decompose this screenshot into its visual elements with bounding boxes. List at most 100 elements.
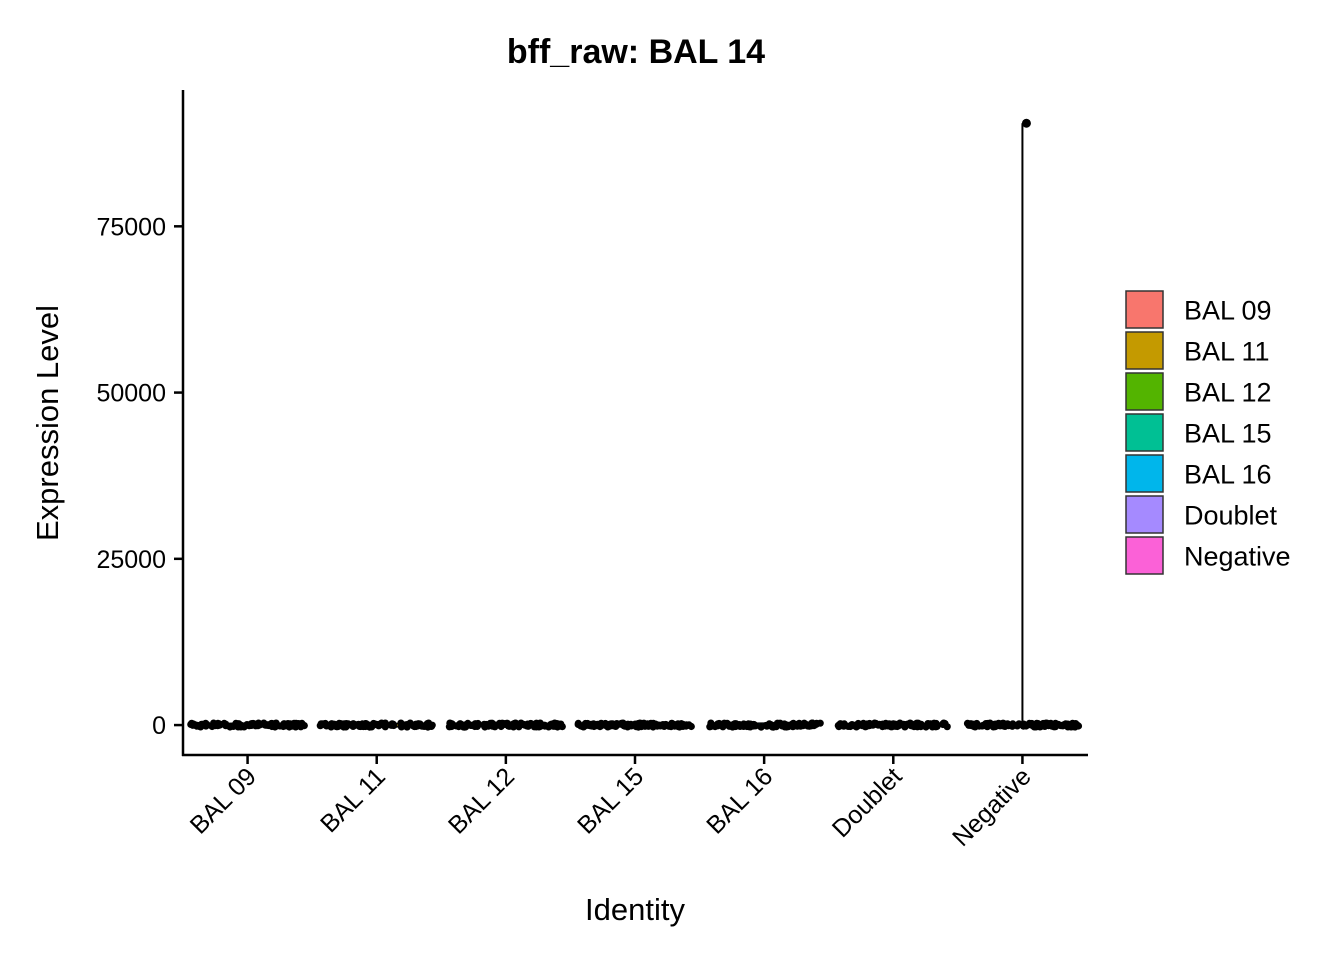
- data-point: [885, 721, 893, 729]
- data-point: [804, 722, 812, 730]
- x-axis-ticks: BAL 09 BAL 11 BAL 12 BAL 15 BAL 16 Doublet Neg…: [185, 755, 1037, 852]
- legend-label: BAL 11: [1184, 337, 1270, 367]
- y-axis-title: Expression Level: [30, 305, 65, 541]
- data-point: [495, 719, 504, 728]
- data-point: [546, 721, 554, 729]
- data-point: [840, 722, 849, 730]
- x-tick-label: Doublet: [827, 762, 908, 843]
- data-point: [665, 722, 673, 730]
- chart-title: bff_raw: BAL 14: [507, 33, 765, 71]
- legend-item: BAL 12: [1125, 372, 1272, 411]
- y-tick-label: 0: [152, 712, 166, 740]
- data-point: [926, 721, 934, 729]
- data-point: [913, 722, 921, 730]
- data-point: [1001, 722, 1009, 731]
- data-point: [202, 722, 210, 730]
- data-point: [222, 722, 230, 730]
- data-point: [682, 722, 690, 730]
- legend-label: BAL 12: [1184, 378, 1272, 408]
- x-tick-label: BAL 11: [315, 762, 391, 838]
- data-point: [745, 723, 753, 731]
- data-point: [874, 721, 882, 729]
- violin-bal-16: [706, 719, 824, 731]
- data-point: [896, 719, 904, 727]
- legend-label: BAL 16: [1184, 460, 1272, 490]
- y-tick-label: 50000: [96, 380, 166, 408]
- legend-swatch: [1125, 413, 1164, 452]
- x-tick-label: BAL 12: [443, 762, 520, 839]
- data-point: [971, 722, 979, 730]
- legend-swatch: [1125, 454, 1164, 493]
- data-point: [1021, 722, 1029, 730]
- data-point: [208, 722, 216, 731]
- data-point: [752, 722, 760, 730]
- y-axis-ticks: 0 25000 50000 75000: [96, 213, 183, 740]
- x-axis-title: Identity: [585, 892, 685, 927]
- data-point: [403, 723, 411, 731]
- data-point: [644, 722, 653, 730]
- data-point: [1048, 722, 1056, 730]
- legend-item: BAL 15: [1125, 413, 1272, 452]
- data-point: [778, 722, 786, 730]
- data-point: [619, 719, 627, 727]
- legend-swatch: [1125, 290, 1164, 329]
- data-point: [979, 721, 987, 730]
- x-tick-label: Negative: [947, 762, 1037, 852]
- data-point: [245, 722, 253, 730]
- data-point: [297, 723, 305, 731]
- data-point: [940, 719, 948, 727]
- violin-doublet: [834, 719, 951, 731]
- violin-negative: [963, 123, 1083, 731]
- data-point: [556, 722, 565, 730]
- data-point: [261, 721, 269, 729]
- legend-item: Doublet: [1125, 495, 1278, 534]
- data-point: [390, 721, 398, 730]
- data-point: [852, 723, 861, 731]
- data-point: [355, 721, 363, 729]
- data-point: [410, 722, 419, 731]
- data-point: [986, 719, 994, 727]
- violin-bal-12: [445, 719, 566, 731]
- legend-swatch: [1125, 331, 1164, 370]
- data-point: [1074, 722, 1083, 730]
- data-point: [468, 721, 476, 730]
- legend-item: Negative: [1125, 536, 1291, 575]
- data-point: [728, 723, 737, 731]
- data-point: [767, 721, 775, 729]
- data-point: [901, 723, 909, 731]
- legend-item: BAL 09: [1125, 290, 1272, 329]
- legend-label: Negative: [1184, 542, 1291, 572]
- plot-area: [187, 118, 1083, 731]
- data-point: [584, 721, 592, 729]
- data-point: [674, 723, 682, 731]
- legend-label: Doublet: [1184, 501, 1278, 531]
- data-point: [342, 720, 350, 728]
- violin-bal-11: [316, 719, 436, 731]
- data-point: [1009, 721, 1018, 729]
- data-point: [601, 721, 609, 729]
- legend-item: BAL 11: [1125, 331, 1270, 370]
- data-point: [504, 722, 513, 730]
- data-point: [723, 721, 731, 729]
- data-point: [486, 719, 494, 728]
- data-point: [349, 722, 357, 731]
- data-point: [1067, 723, 1075, 731]
- y-tick-label: 25000: [96, 546, 166, 574]
- legend: BAL 09 BAL 11 BAL 12 BAL 15 BAL 16 Doublet Neg…: [1125, 290, 1291, 575]
- data-point: [865, 722, 874, 730]
- data-point: [590, 720, 598, 728]
- legend-swatch: [1125, 495, 1164, 534]
- y-tick-label: 75000: [96, 213, 166, 241]
- data-point: [214, 719, 222, 728]
- x-tick-label: BAL 15: [572, 762, 649, 839]
- legend-swatch: [1125, 536, 1164, 575]
- data-point: [1039, 719, 1047, 728]
- data-point: [707, 719, 715, 727]
- data-point: [813, 719, 821, 728]
- data-point: [332, 721, 341, 730]
- outlier-point: [1021, 118, 1031, 128]
- x-tick-label: BAL 16: [701, 762, 778, 839]
- data-point: [446, 719, 454, 727]
- violin-bal-15: [574, 719, 695, 731]
